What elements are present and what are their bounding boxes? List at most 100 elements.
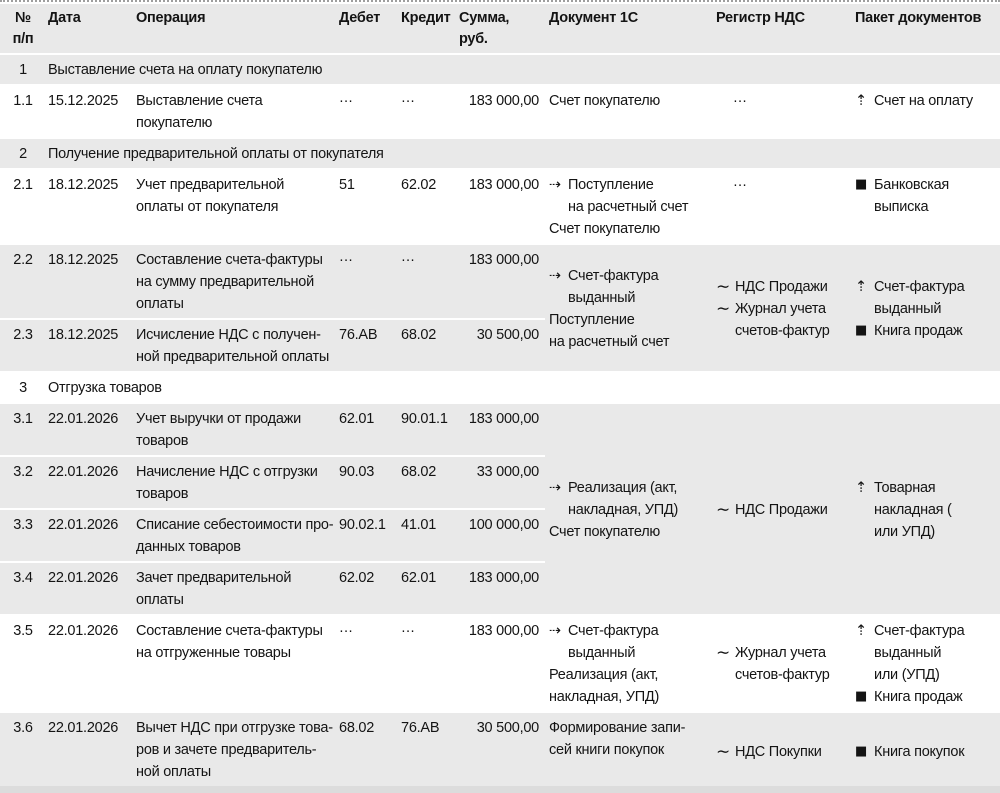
- cell-date: 22.01.2026: [46, 508, 134, 561]
- doc-item: Поступление на расчетный счет: [549, 309, 710, 353]
- outgoing-doc-icon: ⇡: [855, 93, 867, 109]
- cell-operation: Вычет НДС при отгрузке това- ров и зачет…: [134, 711, 337, 790]
- create-from-icon: ⇢: [549, 267, 561, 284]
- cell-num: 3.1: [0, 402, 46, 455]
- register-item: ∼ НДС Продажи: [716, 276, 849, 298]
- cell-credit: 76.АВ: [399, 711, 457, 790]
- cell-package: ⇡ Счет-фактура выданный ■ Книга продаж: [851, 243, 1000, 371]
- cell-num: 1.1: [0, 84, 46, 137]
- cell-date: 22.01.2026: [46, 561, 134, 614]
- doc-item-label: Счет-фактура выданный: [568, 623, 659, 661]
- doc-item: Реализация (акт, накладная, УПД): [549, 664, 710, 708]
- package-item: ⇡ Товарная накладная ( или УПД): [855, 477, 998, 543]
- cell-debit: 76.АВ: [337, 318, 399, 371]
- register-item-label: Журнал учета счетов-фактур: [735, 645, 830, 683]
- outgoing-doc-icon: ⇡: [855, 479, 867, 496]
- cell-sum: 183 000,00: [457, 614, 545, 711]
- package-item-label: Книга продаж: [874, 322, 963, 339]
- record-icon: ∼: [716, 276, 730, 297]
- cell-vat-register: ∼ НДС Продажи: [712, 402, 851, 614]
- outgoing-doc-icon: ⇡: [855, 278, 867, 295]
- cell-credit: 68.02: [399, 318, 457, 371]
- cell-sum: 100 000,00: [457, 508, 545, 561]
- cell-operation: Начисление НДС с отгрузки товаров: [134, 455, 337, 508]
- table-row-2-3: 2.3 18.12.2025 Исчисление НДС с получен-…: [0, 318, 1000, 371]
- table-row-3-1: 3.1 22.01.2026 Учет выручки от продажи т…: [0, 402, 1000, 614]
- cell-sum: 30 500,00: [457, 318, 545, 371]
- cell-debit: 90.02.1: [337, 508, 399, 561]
- doc-item: Счет покупателю: [549, 90, 710, 112]
- doc-item-label: Счет покупателю: [549, 523, 661, 540]
- doc-item: ⇢ Реализация (акт, накладная, УПД): [549, 477, 710, 521]
- package-item-label: Книга продаж: [874, 689, 963, 705]
- cell-sum: 33 000,00: [457, 455, 545, 508]
- section-title: Отгрузка товаров: [46, 371, 1000, 402]
- cell-num: 2.1: [0, 168, 46, 243]
- cell-debit: 90.03: [337, 455, 399, 508]
- cell-num: 3.5: [0, 614, 46, 711]
- cell-doc1c: ⇢ Счет-фактура выданный Поступление на ра…: [545, 243, 712, 371]
- table-row-3-6: 3.6 22.01.2026 Вычет НДС при отгрузке то…: [0, 711, 1000, 790]
- cell-package: ■ Банковская выписка: [851, 168, 1000, 243]
- table-row-2-1: 2.1 18.12.2025 Учет предварительной опла…: [0, 168, 1000, 243]
- cell-num: 2.3: [0, 318, 46, 371]
- cell-debit: 62.01: [337, 402, 399, 455]
- register-item: ∼ НДС Продажи: [716, 499, 849, 521]
- package-item-label: Счет на оплату: [874, 93, 973, 109]
- doc-item-label: Формирование запи- сей книги покупок: [549, 720, 686, 758]
- cell-credit: 68.02: [399, 455, 457, 508]
- cell-date: 22.01.2026: [46, 614, 134, 711]
- cell-credit: ···: [399, 614, 457, 711]
- cell-operation: Зачет предварительной оплаты: [134, 561, 337, 614]
- cell-sum: 30 500,00: [457, 711, 545, 790]
- section-row-2: 2 Получение предварительной оплаты от по…: [0, 137, 1000, 168]
- cell-num: 2.2: [0, 243, 46, 318]
- table-row-3-4: 3.4 22.01.2026 Зачет предварительной опл…: [0, 561, 1000, 614]
- record-icon: ∼: [716, 643, 730, 663]
- cell-debit: 68.02: [337, 711, 399, 790]
- doc-item: Формирование запи- сей книги покупок: [549, 717, 710, 761]
- cell-operation: Выставление счета покупателю: [134, 84, 337, 137]
- cell-package: ⇡ Счет-фактура выданный или (УПД) ■ Книга …: [851, 614, 1000, 711]
- package-item: ■ Книга продаж: [855, 686, 998, 708]
- cell-vat-register: ···: [712, 84, 851, 137]
- col-header-num: № п/п: [0, 2, 46, 53]
- cell-vat-register: ∼ НДС Продажи ∼ Журнал учета счетов-фактур: [712, 243, 851, 371]
- record-icon: ∼: [716, 298, 730, 319]
- col-header-package: Пакет документов: [851, 2, 1000, 53]
- section-row-1: 1 Выставление счета на оплату покупателю: [0, 53, 1000, 84]
- cell-doc1c: ⇢ Счет-фактура выданный Реализация (акт, …: [545, 614, 712, 711]
- section-row-3: 3 Отгрузка товаров: [0, 371, 1000, 402]
- section-number: 1: [0, 53, 46, 84]
- cell-num: 3.4: [0, 561, 46, 614]
- package-item-label: Счет-фактура выданный или (УПД): [874, 623, 965, 683]
- cell-sum: 183 000,00: [457, 561, 545, 614]
- col-header-vat-register: Регистр НДС: [712, 2, 851, 53]
- cell-sum: 183 000,00: [457, 243, 545, 318]
- create-from-icon: ⇢: [549, 479, 561, 496]
- cell-credit: 62.01: [399, 561, 457, 614]
- cell-date: 22.01.2026: [46, 455, 134, 508]
- table-header-row: № п/п Дата Операция Дебет Кредит Сумма, …: [0, 2, 1000, 53]
- record-icon: ∼: [716, 742, 730, 762]
- cell-credit: ···: [399, 84, 457, 137]
- package-item-label: Счет-фактура выданный: [874, 278, 965, 317]
- doc-item-label: Поступление на расчетный счет: [549, 311, 670, 350]
- package-item: ■ Банковская выписка: [855, 174, 998, 218]
- register-item: ∼ Журнал учета счетов-фактур: [716, 298, 849, 342]
- cell-vat-register: ···: [712, 168, 851, 243]
- doc-item-label: Счет покупателю: [549, 221, 661, 237]
- internal-doc-icon: ■: [855, 744, 868, 759]
- register-item-label: НДС Покупки: [735, 744, 822, 760]
- cell-debit: ···: [337, 84, 399, 137]
- package-item-label: Банковская выписка: [874, 177, 950, 215]
- cell-sum: 183 000,00: [457, 168, 545, 243]
- cell-doc1c: ⇢ Поступление на расчетный счет Счет поку…: [545, 168, 712, 243]
- cell-date: 22.01.2026: [46, 711, 134, 790]
- page-bottom-divider: [0, 786, 1000, 793]
- register-item: ∼ Журнал учета счетов-фактур: [716, 642, 849, 686]
- doc-item-label: Счет-фактура выданный: [568, 267, 659, 306]
- table-row-2-2: 2.2 18.12.2025 Составление счета-фактуры…: [0, 243, 1000, 371]
